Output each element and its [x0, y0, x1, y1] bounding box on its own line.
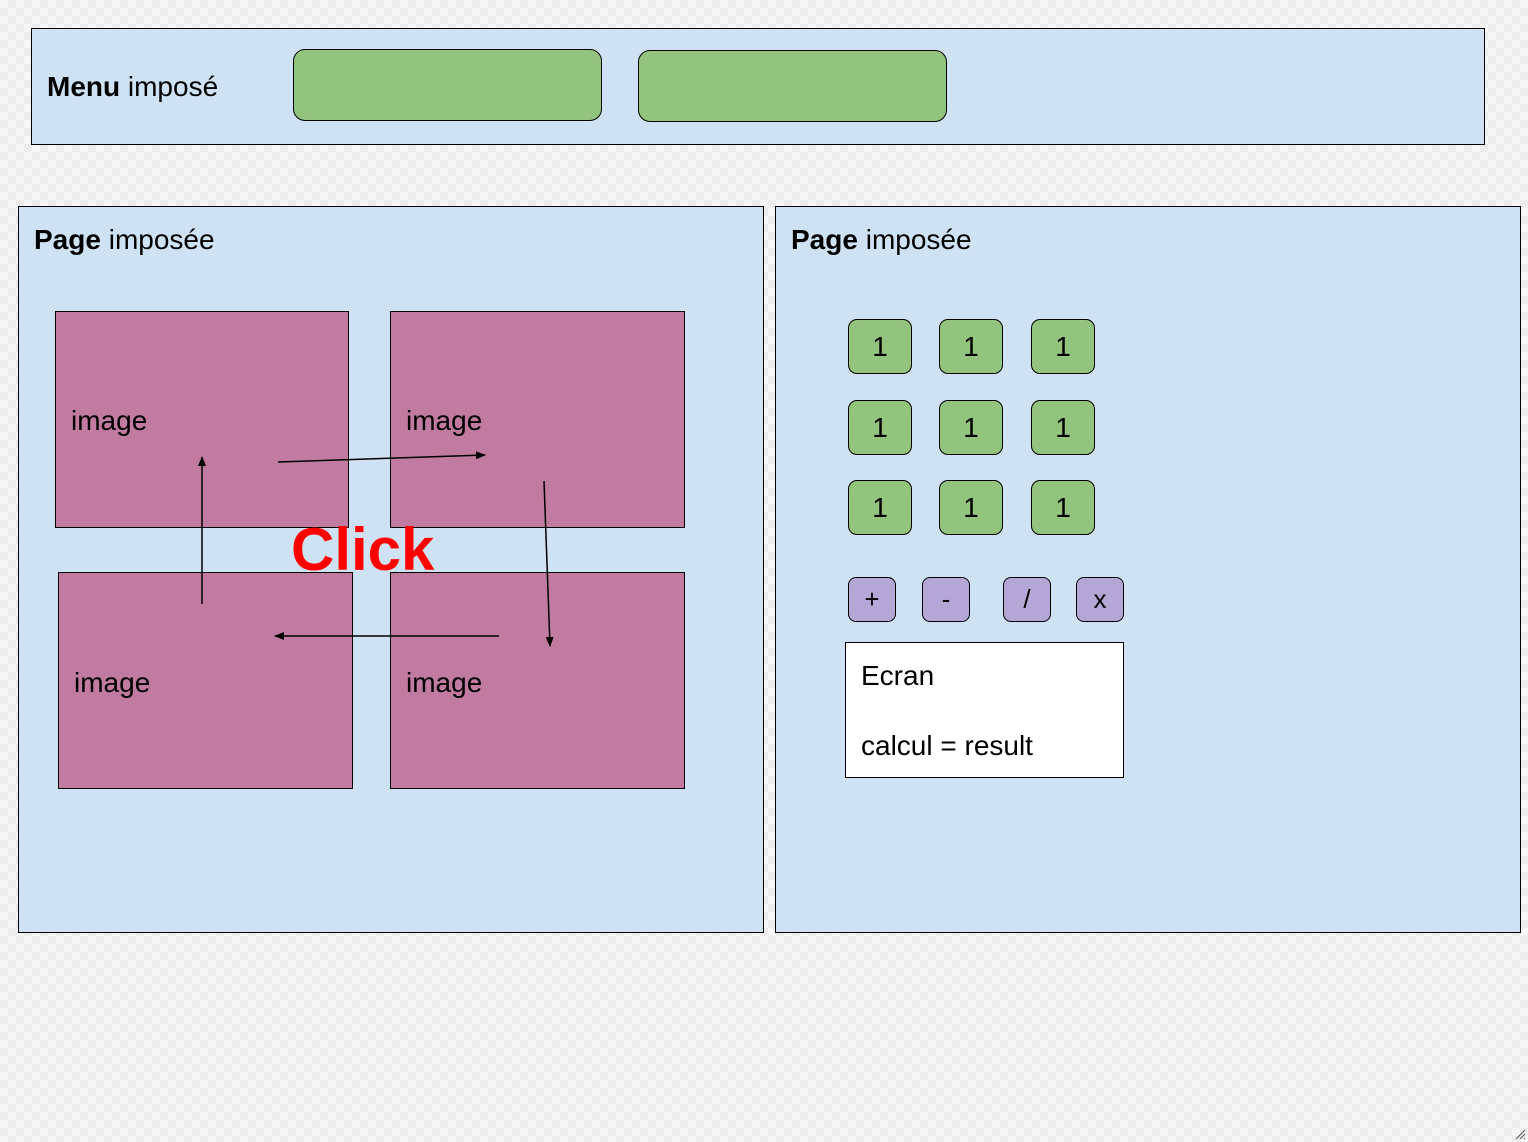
- number-key[interactable]: 1: [848, 319, 912, 374]
- left-page-title: Page imposée: [34, 224, 215, 256]
- menu-title-rest: imposé: [120, 71, 219, 102]
- image-placeholder-top-right[interactable]: image: [390, 311, 685, 528]
- number-key[interactable]: 1: [848, 480, 912, 535]
- screen-title: Ecran: [861, 660, 935, 691]
- right-page-title-bold: Page: [791, 224, 858, 255]
- image-label: image: [406, 667, 483, 698]
- number-key[interactable]: 1: [848, 400, 912, 455]
- menu-button-2[interactable]: [638, 50, 947, 122]
- image-label: image: [74, 667, 151, 698]
- menu-button-1[interactable]: [293, 49, 602, 121]
- number-key[interactable]: 1: [1031, 319, 1095, 374]
- number-key[interactable]: 1: [939, 319, 1003, 374]
- menu-title-bold: Menu: [47, 71, 121, 102]
- resize-grip-icon[interactable]: [1514, 1128, 1526, 1140]
- plus-key[interactable]: +: [848, 577, 896, 622]
- image-placeholder-bottom-left[interactable]: image: [58, 572, 353, 789]
- click-label: Click: [291, 516, 435, 583]
- multiply-key[interactable]: x: [1076, 577, 1124, 622]
- screen-result-line: calcul = result: [861, 730, 1033, 761]
- right-page-panel: Page imposée: [775, 206, 1521, 933]
- number-key[interactable]: 1: [1031, 480, 1095, 535]
- divide-key[interactable]: /: [1003, 577, 1051, 622]
- right-page-title: Page imposée: [791, 224, 972, 256]
- right-page-title-rest: imposée: [857, 224, 972, 255]
- left-page-title-rest: imposée: [100, 224, 215, 255]
- number-key[interactable]: 1: [939, 400, 1003, 455]
- number-key[interactable]: 1: [1031, 400, 1095, 455]
- menu-title: Menu imposé: [47, 71, 218, 103]
- calculator-screen: Ecran calcul = result: [845, 642, 1124, 778]
- left-page-title-bold: Page: [34, 224, 101, 255]
- number-key[interactable]: 1: [939, 480, 1003, 535]
- minus-key[interactable]: -: [922, 577, 970, 622]
- image-placeholder-top-left[interactable]: image: [55, 311, 349, 528]
- image-label: image: [406, 405, 483, 436]
- image-placeholder-bottom-right[interactable]: image: [390, 572, 685, 789]
- image-label: image: [71, 405, 148, 436]
